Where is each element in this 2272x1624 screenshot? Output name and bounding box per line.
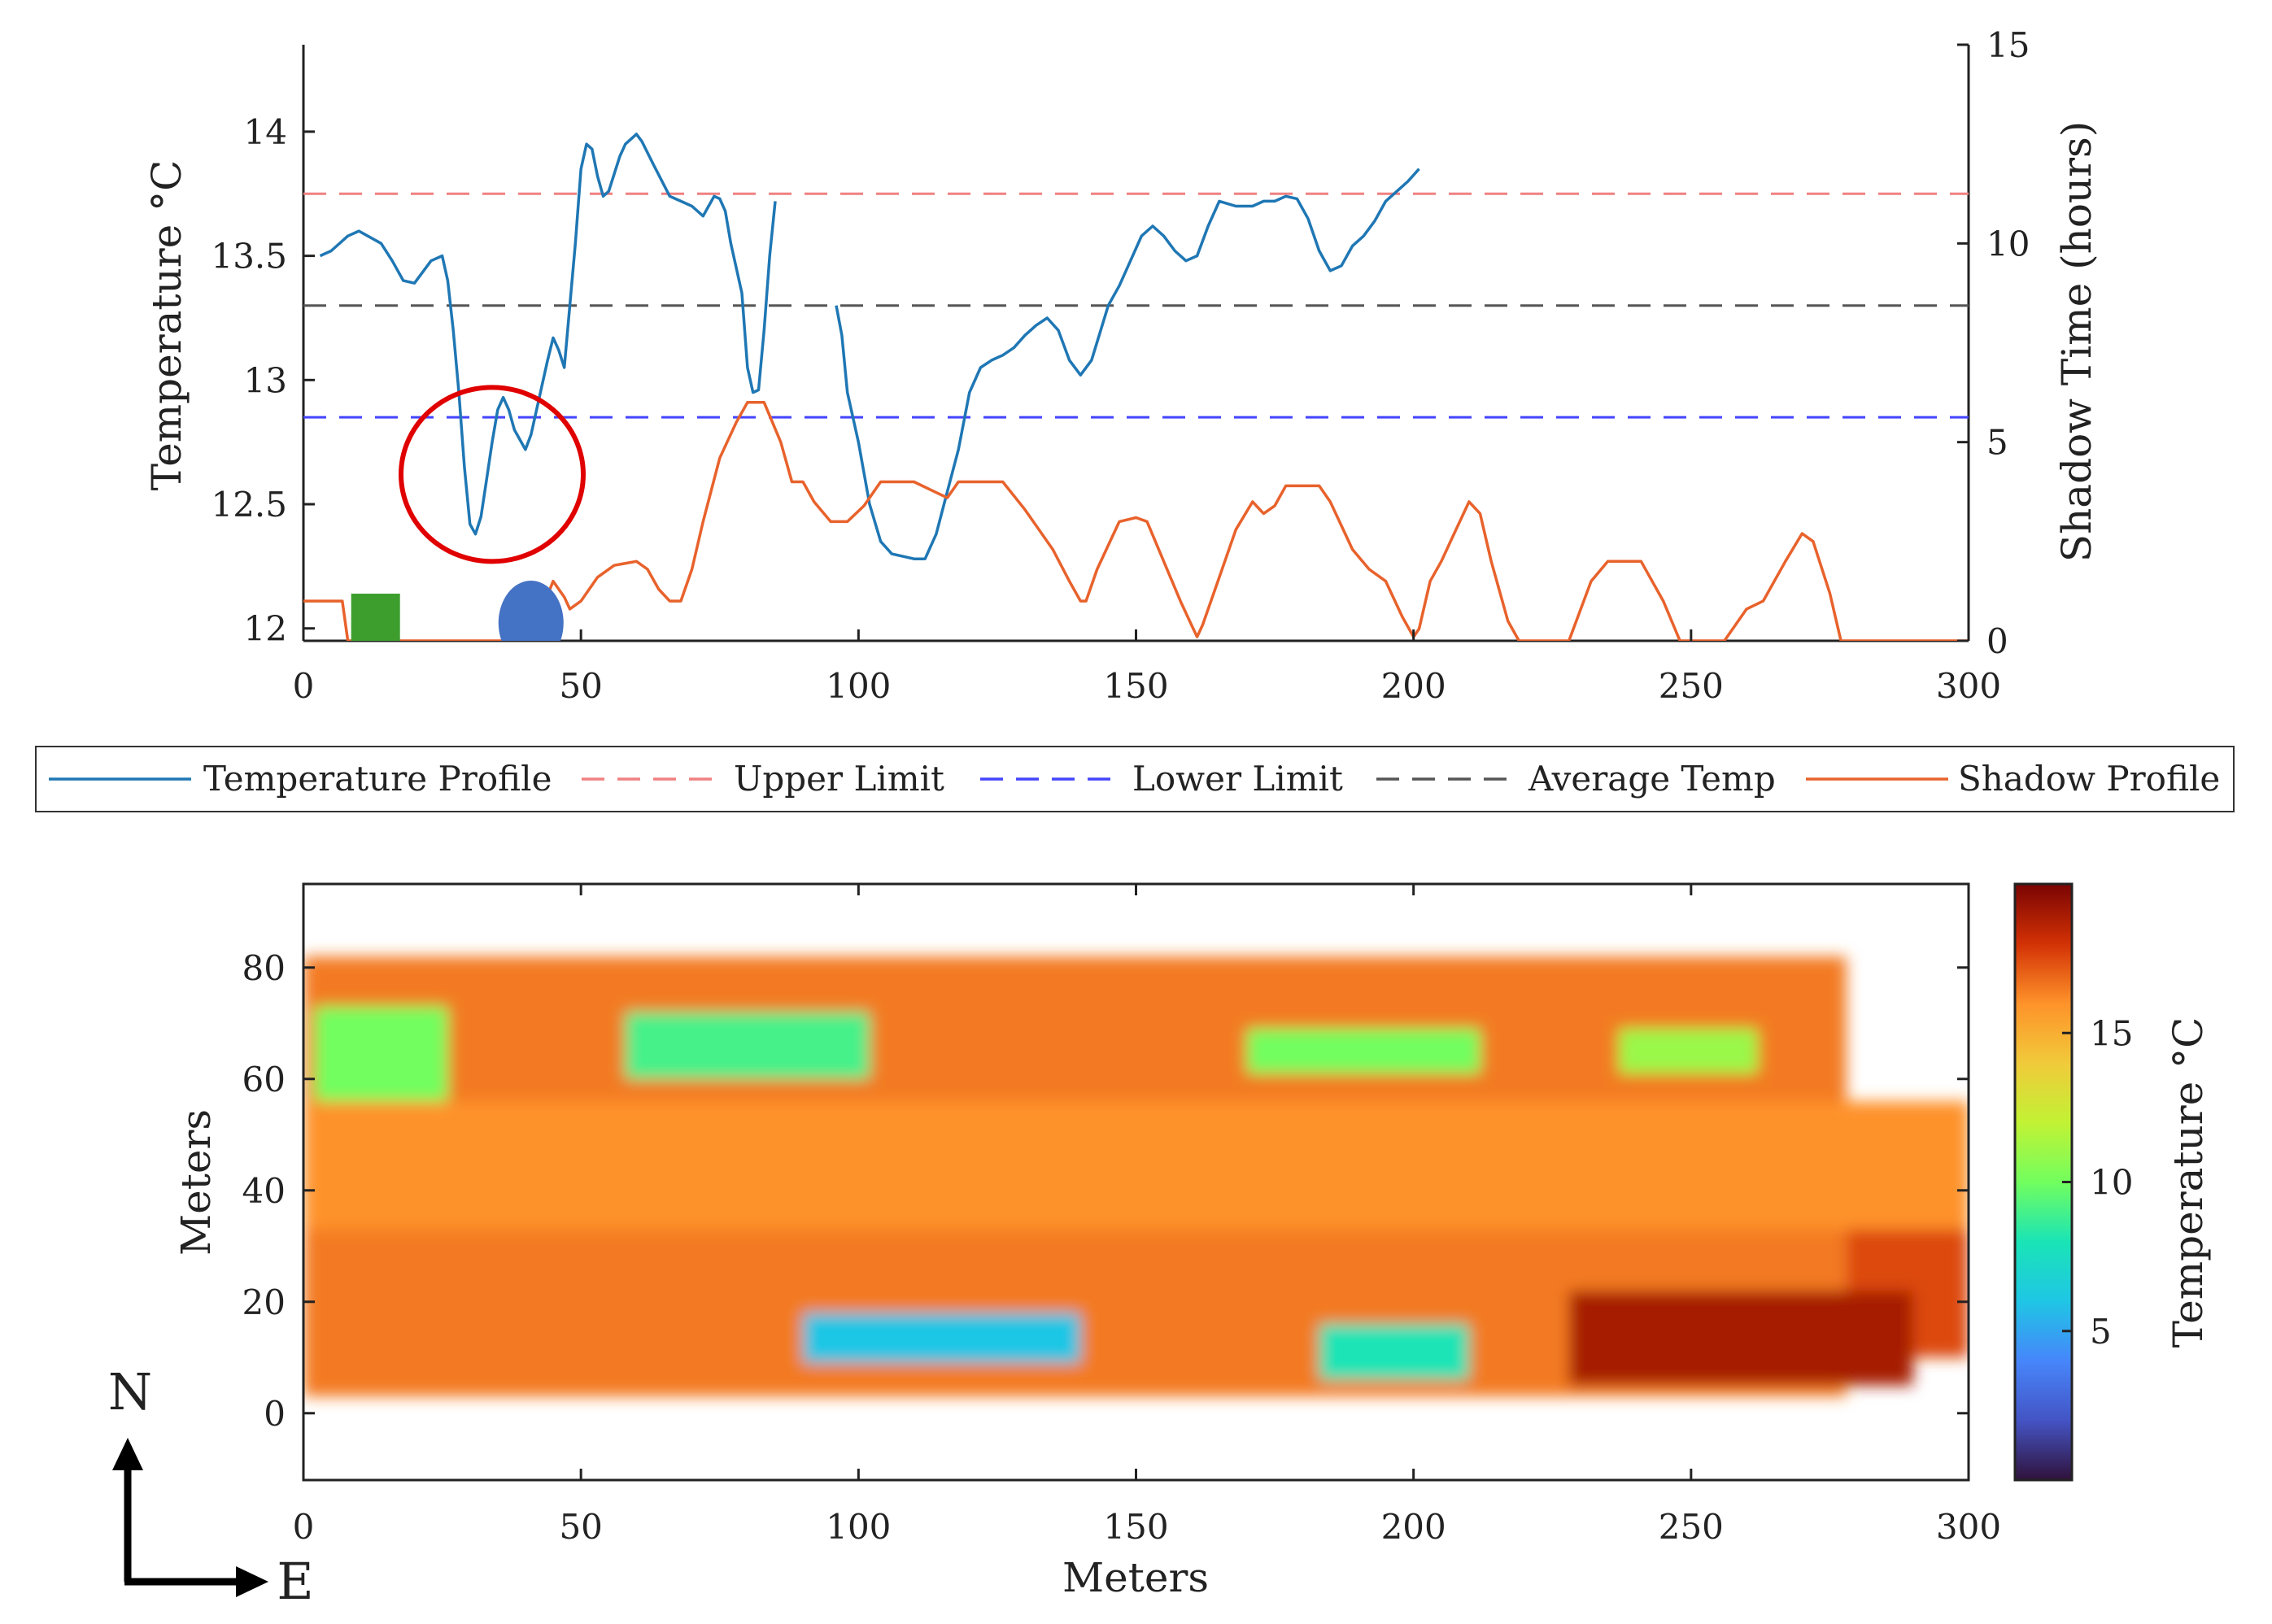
heatmap-y-axis-label: Meters [172,1109,220,1256]
colorbar-ticks: 5 10 15 [2062,1013,2133,1352]
compass-north-label: N [108,1362,152,1422]
y-tick-label: 14 [244,112,287,152]
colorbar-tick-label: 10 [2090,1163,2133,1203]
heatmap-region [1568,1291,1913,1386]
y-tick-label: 12 [244,609,287,649]
temperature-shadow-chart: 0 50 100 150 200 250 300 12 12.5 13 13.5 14 0 5 10 15 T… [143,25,2100,706]
temperature-heatmap: 0 50 100 150 200 250 300 0 20 40 60 80 Meters Meter… [108,882,2212,1611]
heatmap-x-tick-label: 50 [559,1507,602,1547]
compass: N E [108,1362,314,1611]
y2-tick-label: 0 [1986,621,2008,661]
heatmap-axes: 0 50 100 150 200 250 300 0 20 40 60 80 [242,882,2001,1547]
blue-ellipse-marker [498,581,564,641]
legend: Temperature Profile Upper Limit Lower Limi… [35,746,2235,812]
shadow-profile-line [303,401,1969,641]
heatmap-x-tick-label: 200 [1381,1507,1446,1547]
y2-tick-label: 10 [1986,224,2030,263]
x-tick-label: 300 [1936,666,2001,706]
heatmap-x-axis-label: Meters [1062,1554,1209,1601]
heatmap-y-tick-label: 0 [264,1394,286,1434]
y2-tick-label: 5 [1986,423,2008,463]
heatmap-region [1246,1029,1481,1073]
colorbar-label: Temperature °C [2165,1017,2212,1348]
legend-label: Shadow Profile [1958,759,2220,799]
colorbar-tick-label: 5 [2090,1312,2112,1352]
x-tick-label: 0 [293,666,315,706]
legend-label: Average Temp [1528,759,1776,799]
x-tick-label: 50 [559,666,602,706]
y-tick-label: 12.5 [211,485,287,525]
y2-tick-label: 15 [1986,25,2030,65]
x-tick-label: 250 [1659,666,1724,706]
heatmap-y-tick-label: 40 [242,1171,286,1211]
heatmap-region [1619,1029,1758,1073]
top-chart-ticks: 0 50 100 150 200 250 300 12 12.5 13 13.5 14 0 5 10 15 [211,25,2030,706]
heatmap-x-tick-label: 250 [1659,1507,1724,1547]
heatmap-region [1319,1324,1469,1380]
x-tick-label: 100 [826,666,891,706]
reference-lines [303,192,1969,419]
legend-label: Temperature Profile [203,759,552,799]
colorbar-tick-label: 15 [2090,1013,2133,1053]
green-square-marker [351,594,400,641]
heatmap-region [303,1101,1969,1230]
temperature-profile-line [319,133,777,536]
y-tick-label: 13.5 [211,237,287,276]
x-tick-label: 200 [1381,666,1446,706]
temperature-profile-line [835,168,1420,560]
legend-label: Lower Limit [1132,759,1343,799]
y-tick-label: 13 [244,360,287,400]
annotations [351,385,586,641]
heatmap-y-tick-label: 80 [242,948,286,988]
heatmap-region [314,1006,448,1102]
compass-east-label: E [277,1552,313,1611]
series-lines [303,133,1969,641]
legend-label: Upper Limit [734,759,944,799]
heatmap-x-tick-label: 100 [826,1507,891,1547]
east-arrow-icon [236,1566,268,1597]
heatmap-y-tick-label: 60 [242,1060,286,1099]
heatmap-y-tick-label: 20 [242,1282,286,1322]
highlight-circle [398,385,586,564]
north-arrow-icon [112,1438,143,1470]
heatmap-x-tick-label: 150 [1103,1507,1168,1547]
heatmap-image [303,956,1969,1397]
heatmap-regions [303,956,1969,1397]
x-tick-label: 150 [1103,666,1168,706]
heatmap-region [625,1012,870,1079]
heatmap-region [803,1313,1081,1364]
y-axis-label-right: Shadow Time (hours) [2053,121,2100,562]
heatmap-x-tick-label: 300 [1936,1507,2001,1547]
y-axis-label-left: Temperature °C [143,160,190,491]
heatmap-x-tick-label: 0 [293,1507,315,1547]
